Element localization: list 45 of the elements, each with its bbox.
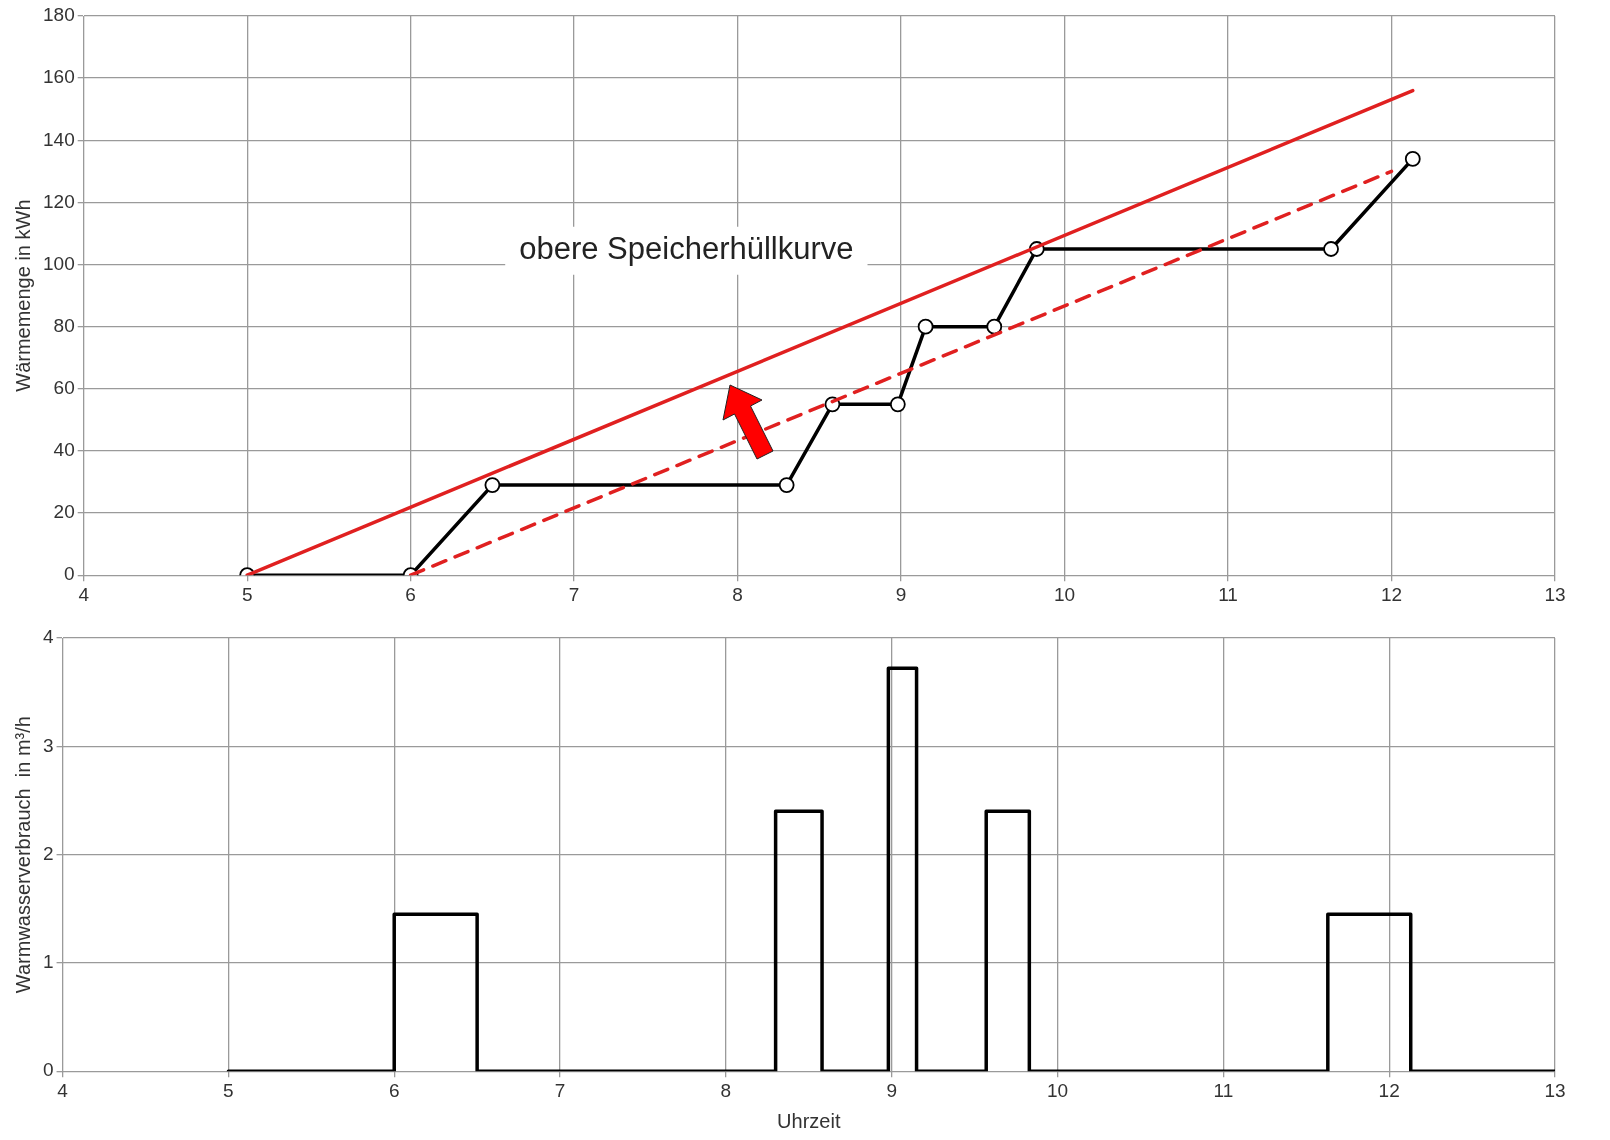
y-tick-label: 160: [43, 66, 75, 88]
point: [778, 477, 795, 494]
x-tick-label: 6: [388, 1079, 400, 1101]
x-tick-label: 12: [1378, 1079, 1400, 1101]
x-tick-label: 9: [886, 1079, 897, 1101]
point: [917, 318, 934, 335]
annotation: obere Speicherhüllkurve: [519, 231, 854, 267]
x-axis-title: Uhrzeit: [777, 1109, 841, 1132]
x-tick-label: 11: [1213, 1079, 1234, 1101]
y-axis-title: Warmwasserverbrauch in m³/h: [11, 716, 34, 994]
point: [1404, 151, 1421, 167]
y-tick-label: 100: [43, 252, 75, 274]
x-tick-label: 5: [223, 1079, 234, 1101]
y-axis-title: Wärmemenge in kWh: [11, 199, 34, 392]
point: [986, 318, 1003, 335]
y-tick-label: 120: [43, 190, 75, 212]
y-tick-label: 140: [43, 128, 75, 150]
y-tick-label: 20: [53, 501, 75, 523]
y-tick-label: 0: [64, 563, 75, 585]
x-tick-label: 13: [1544, 583, 1566, 605]
y-tick-label: 60: [53, 377, 75, 399]
y-tick-label: 180: [43, 4, 75, 26]
x-tick-label: 7: [554, 1079, 566, 1101]
x-tick-label: 8: [720, 1079, 732, 1101]
x-tick-label: 6: [405, 583, 416, 605]
x-tick-label: 11: [1218, 583, 1238, 605]
x-tick-label: 10: [1054, 583, 1076, 605]
y-tick-label: 40: [53, 439, 75, 461]
x-tick-label: 10: [1046, 1079, 1069, 1101]
x-tick-label: 4: [78, 583, 90, 605]
y-tick-label: 80: [53, 314, 75, 336]
point: [1323, 241, 1339, 257]
point: [484, 477, 501, 494]
y-tick-label: 0: [42, 1059, 54, 1081]
y-tick-label: 4: [42, 626, 54, 648]
x-tick-label: 7: [568, 583, 580, 605]
x-tick-label: 13: [1544, 1079, 1566, 1101]
y-tick-label: 1: [42, 951, 54, 973]
x-tick-label: 12: [1380, 583, 1403, 605]
y-tick-label: 3: [42, 734, 54, 756]
x-tick-label: 5: [241, 583, 253, 605]
point: [889, 396, 906, 413]
x-tick-label: 9: [895, 583, 907, 605]
x-tick-label: 8: [732, 583, 743, 605]
y-tick-label: 2: [42, 842, 54, 864]
